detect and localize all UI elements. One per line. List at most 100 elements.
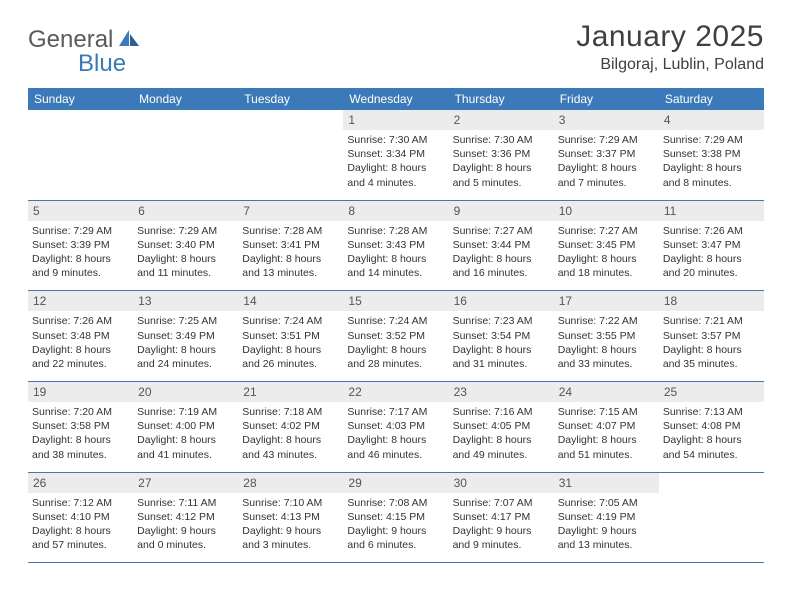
cell-sunrise: Sunrise: 7:26 AM bbox=[32, 314, 129, 328]
cell-daynum: 7 bbox=[238, 201, 343, 221]
calendar-cell: 26Sunrise: 7:12 AMSunset: 4:10 PMDayligh… bbox=[28, 473, 133, 563]
cell-daynum: 15 bbox=[343, 291, 448, 311]
cell-day1: Daylight: 9 hours bbox=[558, 524, 655, 538]
calendar-cell: 16Sunrise: 7:23 AMSunset: 3:54 PMDayligh… bbox=[449, 291, 554, 381]
calendar-cell: 10 Sunrise: 7:27 AMSunset: 3:45 PMDayligh… bbox=[554, 201, 659, 291]
calendar-cell: 4Sunrise: 7:29 AMSunset: 3:38 PMDaylight… bbox=[659, 110, 764, 200]
cell-day2: and 43 minutes. bbox=[242, 448, 339, 462]
cell-sunrise: Sunrise: 7:20 AM bbox=[32, 405, 129, 419]
cell-day2: and 46 minutes. bbox=[347, 448, 444, 462]
week-row: 26Sunrise: 7:12 AMSunset: 4:10 PMDayligh… bbox=[28, 473, 764, 564]
cell-daynum: 23 bbox=[449, 382, 554, 402]
cell-day1: Daylight: 8 hours bbox=[32, 524, 129, 538]
cell-daynum: 26 bbox=[28, 473, 133, 493]
cell-day2: and 4 minutes. bbox=[347, 176, 444, 190]
calendar-cell: 25Sunrise: 7:13 AMSunset: 4:08 PMDayligh… bbox=[659, 382, 764, 472]
calendar-cell: 18Sunrise: 7:21 AMSunset: 3:57 PMDayligh… bbox=[659, 291, 764, 381]
week-row: ...1Sunrise: 7:30 AMSunset: 3:34 PMDayli… bbox=[28, 110, 764, 201]
cell-sunset: Sunset: 3:44 PM bbox=[453, 238, 550, 252]
day-header: Tuesday bbox=[238, 88, 343, 110]
cell-day1: Daylight: 8 hours bbox=[137, 343, 234, 357]
cell-sunrise: Sunrise: 7:27 AM bbox=[558, 224, 655, 238]
cell-sunset: Sunset: 3:47 PM bbox=[663, 238, 760, 252]
cell-day2: and 38 minutes. bbox=[32, 448, 129, 462]
cell-sunrise: Sunrise: 7:12 AM bbox=[32, 496, 129, 510]
day-headers: SundayMondayTuesdayWednesdayThursdayFrid… bbox=[28, 88, 764, 110]
cell-sunrise: Sunrise: 7:29 AM bbox=[663, 133, 760, 147]
cell-day1: Daylight: 8 hours bbox=[347, 252, 444, 266]
cell-sunset: Sunset: 3:48 PM bbox=[32, 329, 129, 343]
cell-sunrise: Sunrise: 7:10 AM bbox=[242, 496, 339, 510]
cell-sunrise: Sunrise: 7:28 AM bbox=[347, 224, 444, 238]
cell-day2: and 33 minutes. bbox=[558, 357, 655, 371]
cell-sunrise: Sunrise: 7:24 AM bbox=[242, 314, 339, 328]
month-title: January 2025 bbox=[576, 20, 764, 54]
calendar-cell: 20Sunrise: 7:19 AMSunset: 4:00 PMDayligh… bbox=[133, 382, 238, 472]
cell-day2: and 57 minutes. bbox=[32, 538, 129, 552]
cell-day2: and 9 minutes. bbox=[32, 266, 129, 280]
day-header: Saturday bbox=[659, 88, 764, 110]
cell-day1: Daylight: 8 hours bbox=[558, 161, 655, 175]
week-row: 5Sunrise: 7:29 AMSunset: 3:39 PMDaylight… bbox=[28, 201, 764, 292]
cell-day2: and 35 minutes. bbox=[663, 357, 760, 371]
cell-sunrise: Sunrise: 7:26 AM bbox=[663, 224, 760, 238]
cell-sunset: Sunset: 3:43 PM bbox=[347, 238, 444, 252]
weeks-container: ...1Sunrise: 7:30 AMSunset: 3:34 PMDayli… bbox=[28, 110, 764, 563]
cell-day1: Daylight: 9 hours bbox=[242, 524, 339, 538]
cell-day1: Daylight: 8 hours bbox=[453, 433, 550, 447]
cell-sunset: Sunset: 3:40 PM bbox=[137, 238, 234, 252]
cell-day1: Daylight: 8 hours bbox=[453, 161, 550, 175]
cell-sunrise: Sunrise: 7:05 AM bbox=[558, 496, 655, 510]
day-header: Wednesday bbox=[343, 88, 448, 110]
cell-sunrise: Sunrise: 7:29 AM bbox=[558, 133, 655, 147]
cell-day1: Daylight: 8 hours bbox=[347, 343, 444, 357]
cell-sunset: Sunset: 4:15 PM bbox=[347, 510, 444, 524]
cell-day1: Daylight: 8 hours bbox=[558, 252, 655, 266]
calendar-cell: 15Sunrise: 7:24 AMSunset: 3:52 PMDayligh… bbox=[343, 291, 448, 381]
cell-sunrise: Sunrise: 7:23 AM bbox=[453, 314, 550, 328]
calendar-cell: 2Sunrise: 7:30 AMSunset: 3:36 PMDaylight… bbox=[449, 110, 554, 200]
calendar-cell: 23Sunrise: 7:16 AMSunset: 4:05 PMDayligh… bbox=[449, 382, 554, 472]
calendar-cell: 19Sunrise: 7:20 AMSunset: 3:58 PMDayligh… bbox=[28, 382, 133, 472]
cell-day2: and 49 minutes. bbox=[453, 448, 550, 462]
cell-day2: and 24 minutes. bbox=[137, 357, 234, 371]
cell-day1: Daylight: 8 hours bbox=[347, 161, 444, 175]
cell-daynum: 17 bbox=[554, 291, 659, 311]
calendar-cell: 17Sunrise: 7:22 AMSunset: 3:55 PMDayligh… bbox=[554, 291, 659, 381]
cell-day2: and 7 minutes. bbox=[558, 176, 655, 190]
cell-day2: and 16 minutes. bbox=[453, 266, 550, 280]
calendar-cell: 30Sunrise: 7:07 AMSunset: 4:17 PMDayligh… bbox=[449, 473, 554, 563]
cell-daynum: 29 bbox=[343, 473, 448, 493]
cell-sunset: Sunset: 4:05 PM bbox=[453, 419, 550, 433]
page: General Blue January 2025 Bilgoraj, Lubl… bbox=[0, 0, 792, 583]
week-row: 19Sunrise: 7:20 AMSunset: 3:58 PMDayligh… bbox=[28, 382, 764, 473]
cell-daynum: 10 bbox=[554, 201, 659, 221]
cell-sunrise: Sunrise: 7:15 AM bbox=[558, 405, 655, 419]
cell-daynum: 13 bbox=[133, 291, 238, 311]
cell-sunset: Sunset: 3:45 PM bbox=[558, 238, 655, 252]
logo-text-blue: Blue bbox=[78, 50, 126, 78]
cell-day2: and 0 minutes. bbox=[137, 538, 234, 552]
cell-day1: Daylight: 8 hours bbox=[453, 343, 550, 357]
cell-daynum: 2 bbox=[449, 110, 554, 130]
cell-day2: and 31 minutes. bbox=[453, 357, 550, 371]
cell-day2: and 8 minutes. bbox=[663, 176, 760, 190]
calendar: SundayMondayTuesdayWednesdayThursdayFrid… bbox=[28, 88, 764, 563]
cell-day1: Daylight: 9 hours bbox=[347, 524, 444, 538]
calendar-cell: 11Sunrise: 7:26 AMSunset: 3:47 PMDayligh… bbox=[659, 201, 764, 291]
cell-sunset: Sunset: 3:34 PM bbox=[347, 147, 444, 161]
calendar-cell: 13Sunrise: 7:25 AMSunset: 3:49 PMDayligh… bbox=[133, 291, 238, 381]
calendar-cell: . bbox=[238, 110, 343, 200]
cell-day2: and 28 minutes. bbox=[347, 357, 444, 371]
cell-sunset: Sunset: 3:54 PM bbox=[453, 329, 550, 343]
cell-sunrise: Sunrise: 7:08 AM bbox=[347, 496, 444, 510]
cell-day1: Daylight: 8 hours bbox=[663, 343, 760, 357]
cell-sunset: Sunset: 3:39 PM bbox=[32, 238, 129, 252]
cell-sunrise: Sunrise: 7:21 AM bbox=[663, 314, 760, 328]
cell-daynum: 27 bbox=[133, 473, 238, 493]
cell-day1: Daylight: 8 hours bbox=[663, 161, 760, 175]
cell-daynum: 31 bbox=[554, 473, 659, 493]
cell-daynum: 21 bbox=[238, 382, 343, 402]
cell-day2: and 9 minutes. bbox=[453, 538, 550, 552]
cell-day1: Daylight: 8 hours bbox=[453, 252, 550, 266]
